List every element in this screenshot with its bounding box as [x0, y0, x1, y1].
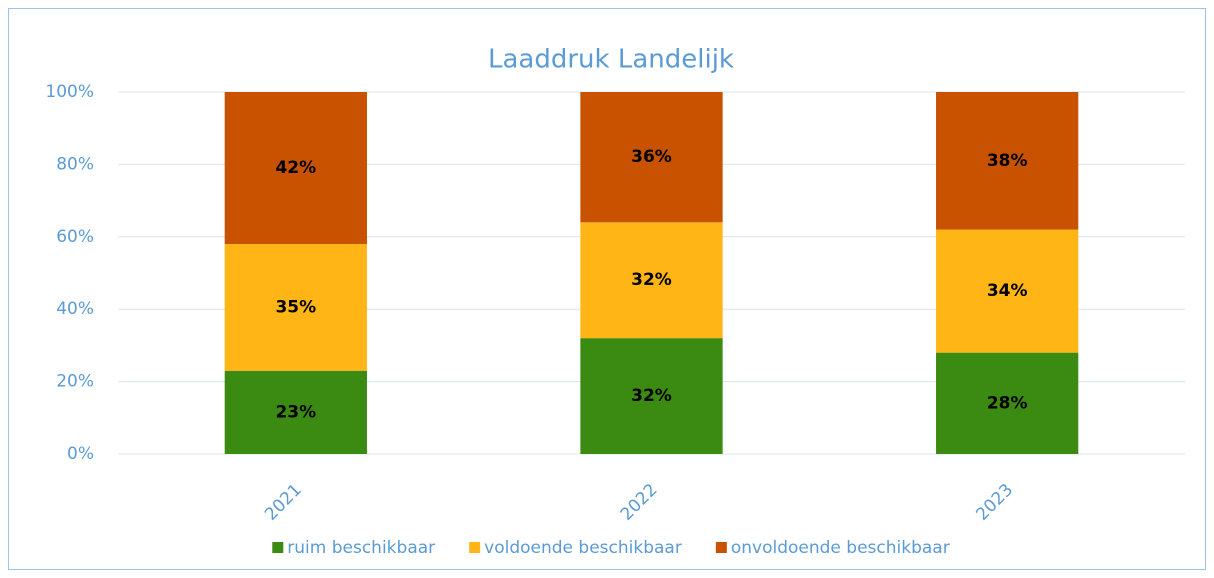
bar-segment	[224, 92, 367, 245]
legend-swatch	[272, 542, 284, 553]
data-label: 23%	[275, 402, 316, 422]
y-tick-label: 0%	[67, 444, 94, 464]
bar-segment	[580, 222, 723, 339]
legend-label: voldoende beschikbaar	[484, 538, 682, 558]
legend-swatch	[715, 542, 727, 553]
chart-title: Laaddruk Landelijk	[488, 45, 734, 75]
y-tick-label: 20%	[56, 372, 94, 392]
data-label: 28%	[987, 393, 1028, 413]
bar-segment	[580, 92, 723, 223]
data-label: 32%	[631, 270, 672, 290]
bar-segment	[224, 370, 367, 454]
data-label: 34%	[987, 281, 1028, 301]
bar-segment	[580, 338, 723, 454]
y-tick-label: 60%	[56, 227, 94, 247]
bar-segment	[936, 352, 1079, 454]
data-label: 35%	[275, 297, 316, 317]
bar-segment	[936, 229, 1079, 353]
y-tick-label: 100%	[45, 82, 94, 102]
bar-segment	[224, 244, 367, 371]
y-tick-label: 40%	[56, 299, 94, 319]
data-label: 32%	[631, 386, 672, 406]
data-label: 36%	[631, 147, 672, 167]
data-label: 38%	[987, 151, 1028, 171]
legend-swatch	[469, 542, 481, 553]
legend-label: ruim beschikbaar	[287, 538, 435, 558]
y-tick-label: 80%	[56, 154, 94, 174]
legend-label: onvoldoende beschikbaar	[731, 538, 950, 558]
bar-segment	[936, 92, 1079, 230]
data-label: 42%	[275, 158, 316, 178]
